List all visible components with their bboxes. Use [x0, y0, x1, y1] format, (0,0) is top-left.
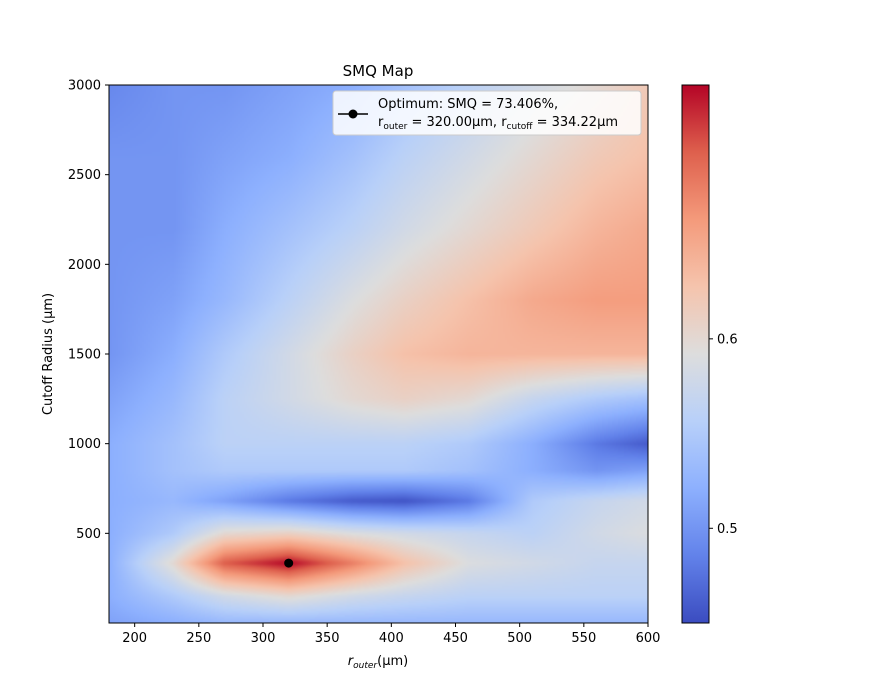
plot-area: [108, 84, 649, 624]
optimum-marker: [284, 558, 294, 568]
x-tick-label: 400: [379, 631, 404, 646]
y-axis-label: Cutoff Radius (μm): [41, 293, 56, 415]
x-tick-label: 250: [186, 631, 211, 646]
y-axis: 500 1000 1500 2000 2500 3000: [68, 79, 109, 542]
y-tick-label: 500: [76, 527, 101, 542]
x-tick-label: 500: [507, 631, 532, 646]
x-tick-label: 600: [636, 631, 661, 646]
y-tick-label: 1000: [68, 437, 101, 452]
colorbar: 0.5 0.6: [681, 84, 738, 624]
colorbar-tick-label: 0.6: [717, 332, 738, 347]
x-tick-label: 450: [443, 631, 468, 646]
x-tick-label: 200: [122, 631, 147, 646]
legend-marker-swatch: [348, 109, 358, 119]
colorbar-tick-label: 0.5: [717, 522, 738, 537]
legend-entry-line2: router = 320.00μm, rcutoff = 334.22μm: [378, 115, 618, 132]
colorbar-ticks: 0.5 0.6: [709, 332, 738, 537]
x-axis-label: router(μm): [348, 654, 408, 671]
y-tick-label: 2500: [68, 168, 101, 183]
x-tick-label: 350: [315, 631, 340, 646]
legend-box: [332, 90, 642, 136]
y-tick-label: 3000: [68, 79, 101, 94]
colorbar-gradient: [681, 84, 710, 624]
x-tick-label: 550: [571, 631, 596, 646]
y-tick-label: 1500: [68, 348, 101, 363]
x-axis: 200 250 300 350 400 450 500 550 600: [122, 623, 660, 646]
x-tick-label: 300: [251, 631, 276, 646]
legend-entry-line1: Optimum: SMQ = 73.406%,: [378, 97, 558, 112]
chart-title: SMQ Map: [343, 62, 414, 80]
y-tick-label: 2000: [68, 258, 101, 273]
legend: Optimum: SMQ = 73.406%, router = 320.00μ…: [332, 90, 642, 136]
heatmap-surface: [109, 85, 648, 623]
